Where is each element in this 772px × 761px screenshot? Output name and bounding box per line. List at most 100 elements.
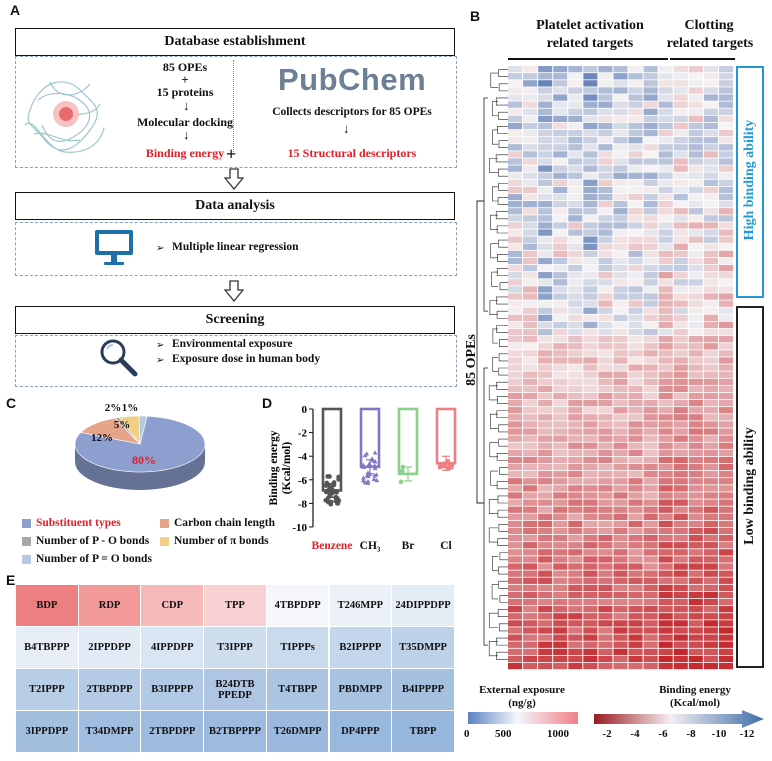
heatmap-cell	[538, 584, 553, 592]
sample-point	[360, 478, 366, 483]
heatmap-cell	[613, 73, 628, 80]
heatmap-cell	[718, 648, 733, 655]
heatmap-cell	[703, 293, 718, 300]
heatmap-cell	[703, 201, 718, 208]
heatmap-cell	[523, 371, 538, 378]
clotting-header-2: related targets	[666, 36, 754, 51]
heatmap-cell	[718, 527, 733, 535]
heatmap-cell	[583, 506, 598, 513]
platelet-header-2: related targets	[546, 36, 634, 51]
heatmap-cell	[673, 371, 688, 378]
heatmap-cell	[508, 385, 523, 393]
heatmap-cell	[658, 556, 673, 563]
dendrogram-branch	[498, 353, 508, 362]
heatmap-cell	[658, 449, 673, 457]
heatmap-cell	[583, 485, 598, 492]
heatmap-cell	[643, 286, 658, 293]
heatmap-cell	[508, 122, 523, 130]
heatmap-cell	[703, 392, 718, 400]
heatmap-cell	[583, 179, 598, 186]
heatmap-cell	[538, 243, 553, 250]
heatmap-cell	[673, 193, 688, 201]
heatmap-cell	[598, 428, 613, 435]
heatmap-cell	[583, 570, 598, 577]
heatmap-cell	[628, 144, 643, 151]
heatmap-cell	[673, 641, 688, 648]
heatmap-cell	[508, 463, 523, 471]
heatmap-cell	[628, 627, 643, 634]
dendrogram-branch	[498, 566, 508, 575]
heatmap-cell	[703, 499, 718, 506]
down-arrow-icon	[224, 168, 244, 190]
heatmap-cell	[538, 201, 553, 208]
heatmap-cell	[598, 392, 613, 400]
heatmap-cell	[523, 563, 538, 570]
heatmap-cell	[718, 442, 733, 449]
heatmap-cell	[613, 549, 628, 556]
table-cell: 2IPPDPP	[78, 627, 141, 668]
heatmap-cell	[718, 414, 733, 421]
heatmap-cell	[523, 94, 538, 101]
opes-axis-label: 85 OPEs	[464, 334, 479, 386]
panel-label-a: A	[10, 2, 21, 18]
heatmap-cell	[718, 471, 733, 478]
heatmap-cell	[643, 534, 658, 542]
heatmap-cell	[643, 556, 658, 563]
sample-point	[364, 473, 370, 478]
heatmap-cell	[553, 122, 568, 130]
heatmap-cell	[673, 456, 688, 464]
heatmap-cell	[523, 471, 538, 478]
dendrogram-branch	[497, 254, 508, 262]
heatmap-cell	[613, 499, 628, 506]
plus-icon: +	[226, 144, 237, 164]
heatmap-cell	[688, 172, 703, 179]
bullet-arrow-icon: ➢	[156, 243, 165, 254]
heatmap-cell	[673, 286, 688, 293]
heatmap-cell	[673, 520, 688, 528]
heatmap-cell	[523, 137, 538, 144]
heatmap-cell	[538, 378, 553, 385]
heatmap-cell	[553, 648, 568, 655]
heatmap-cell	[628, 407, 643, 414]
heatmap-cell	[688, 371, 703, 378]
heatmap-cell	[553, 414, 568, 421]
heatmap-cell	[673, 364, 688, 371]
heatmap-cell	[613, 222, 628, 229]
heatmap-cell	[643, 307, 658, 314]
heatmap-cell	[688, 328, 703, 336]
heatmap-cell	[523, 620, 538, 627]
heatmap-cell	[658, 279, 673, 286]
heatmap-cell	[703, 371, 718, 378]
heatmap-cell	[613, 435, 628, 442]
heatmap-cell	[538, 570, 553, 577]
platelet-header-1: Platelet activation	[536, 18, 644, 33]
heatmap-cell	[568, 215, 583, 222]
heatmap-cell	[658, 343, 673, 350]
heatmap-cell	[643, 385, 658, 393]
heatmap-cell	[673, 392, 688, 400]
dendrogram-branch	[496, 410, 508, 419]
heatmap-cell	[568, 279, 583, 286]
heatmap-cell	[688, 513, 703, 520]
heatmap-cell	[658, 534, 673, 542]
heatmap-cell	[643, 129, 658, 137]
heatmap-cell	[613, 350, 628, 357]
heatmap-cell	[508, 492, 523, 499]
heatmap-cell	[643, 151, 658, 158]
exposure-tick-500: 500	[495, 728, 512, 740]
heatmap-cell	[643, 364, 658, 371]
heatmap-cell	[673, 229, 688, 236]
heatmap-cell	[643, 108, 658, 115]
heatmap-cell	[628, 193, 643, 201]
heatmap-cell	[658, 307, 673, 314]
heatmap-cell	[628, 87, 643, 94]
dendrogram-branch	[496, 381, 508, 390]
heatmap-cell	[703, 435, 718, 442]
heatmap-cell	[553, 321, 568, 329]
arrow-down-icon: ↓	[183, 127, 190, 142]
heatmap-cell	[553, 399, 568, 407]
heatmap-cell	[583, 137, 598, 144]
heatmap-cell	[613, 456, 628, 464]
heatmap-cell	[703, 321, 718, 329]
heatmap-cell	[688, 122, 703, 130]
